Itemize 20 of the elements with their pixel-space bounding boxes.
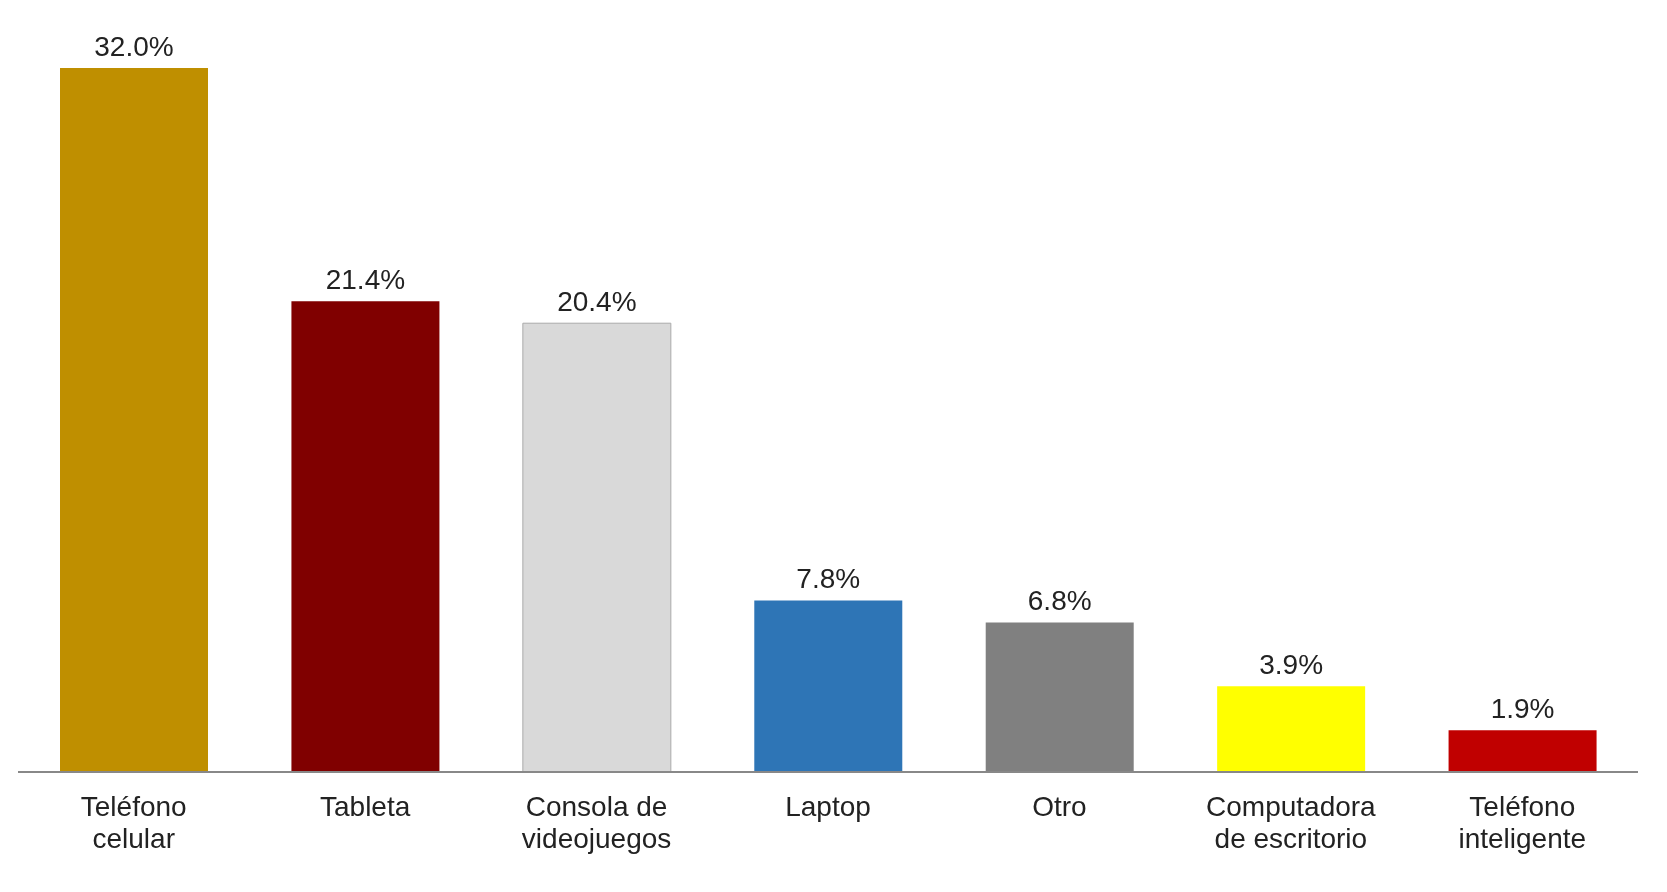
bar [60,68,208,772]
x-tick-label: Teléfono celular [80,791,187,854]
data-label: 6.8% [1027,585,1092,617]
data-label: 20.4% [557,286,637,318]
data-label: 7.8% [796,563,861,595]
x-tick-label: Computadora de escritorio [1206,791,1377,854]
data-label: 21.4% [325,264,406,296]
bar [754,600,903,772]
data-label: 3.9% [1259,649,1324,681]
bar [522,322,672,772]
bar [1217,686,1366,772]
x-tick-label: Otro [1032,791,1087,822]
x-tick-label: Teléfono inteligente [1458,791,1587,854]
data-label: 1.9% [1490,693,1555,725]
x-tick-label: Laptop [785,791,871,822]
x-tick-label: Tableta [319,791,411,822]
data-label: 32.0% [94,31,174,62]
x-tick-label: Consola de videojuegos [521,791,672,854]
bar [291,301,440,772]
bar [1448,730,1597,772]
